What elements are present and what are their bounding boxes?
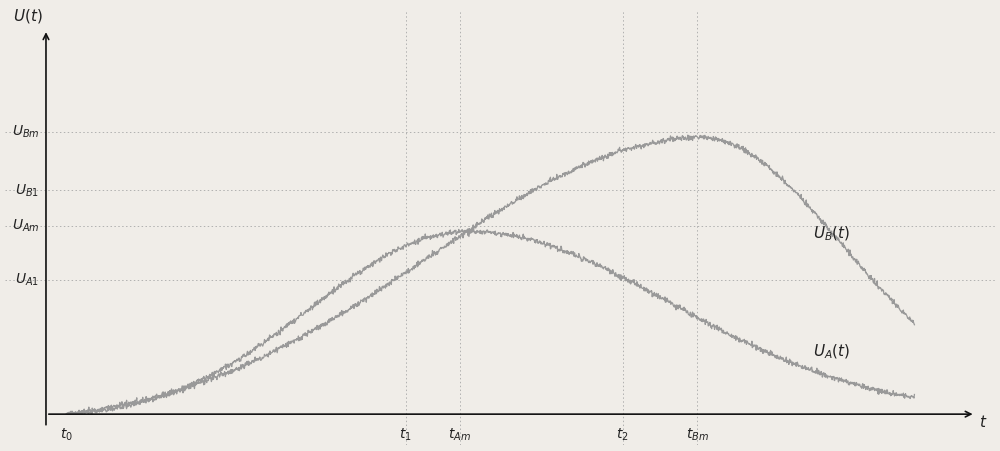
Text: $t_1$: $t_1$ bbox=[399, 427, 412, 443]
Text: $t_{Bm}$: $t_{Bm}$ bbox=[686, 427, 709, 443]
Text: $U(t)$: $U(t)$ bbox=[13, 7, 43, 25]
Text: $t_2$: $t_2$ bbox=[616, 427, 629, 443]
Text: $U_A(t)$: $U_A(t)$ bbox=[813, 343, 850, 361]
Text: $U_{A1}$: $U_{A1}$ bbox=[15, 272, 39, 288]
Text: $U_{B1}$: $U_{B1}$ bbox=[15, 182, 39, 198]
Text: $t_0$: $t_0$ bbox=[60, 427, 73, 443]
Text: $t$: $t$ bbox=[979, 414, 987, 430]
Text: $t_{Am}$: $t_{Am}$ bbox=[448, 427, 471, 443]
Text: $U_{Bm}$: $U_{Bm}$ bbox=[12, 124, 39, 140]
Text: $U_B(t)$: $U_B(t)$ bbox=[813, 225, 850, 244]
Text: $U_{Am}$: $U_{Am}$ bbox=[12, 218, 39, 235]
